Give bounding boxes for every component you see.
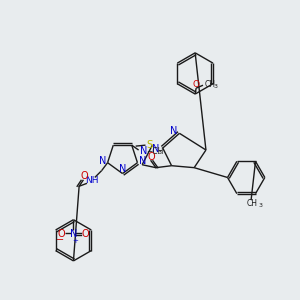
- Text: O: O: [193, 80, 200, 89]
- Text: 3: 3: [259, 203, 263, 208]
- Text: O: O: [81, 230, 89, 239]
- Text: S: S: [146, 140, 153, 150]
- Text: CH: CH: [247, 200, 258, 208]
- Text: N: N: [99, 156, 106, 166]
- Text: N: N: [140, 146, 147, 156]
- Text: N: N: [152, 144, 160, 154]
- Text: N: N: [139, 156, 146, 166]
- Text: O: O: [147, 152, 155, 162]
- Text: +: +: [73, 238, 78, 244]
- Text: N: N: [70, 230, 77, 239]
- Text: NH: NH: [85, 176, 99, 185]
- Text: CH: CH: [205, 80, 216, 89]
- Text: O: O: [58, 230, 65, 239]
- Text: N: N: [119, 164, 126, 174]
- Text: 3: 3: [214, 84, 218, 89]
- Text: N: N: [170, 126, 177, 136]
- Text: O: O: [80, 171, 88, 182]
- Text: −: −: [56, 235, 64, 245]
- Text: −CH: −CH: [146, 146, 164, 155]
- Text: 3: 3: [157, 151, 161, 155]
